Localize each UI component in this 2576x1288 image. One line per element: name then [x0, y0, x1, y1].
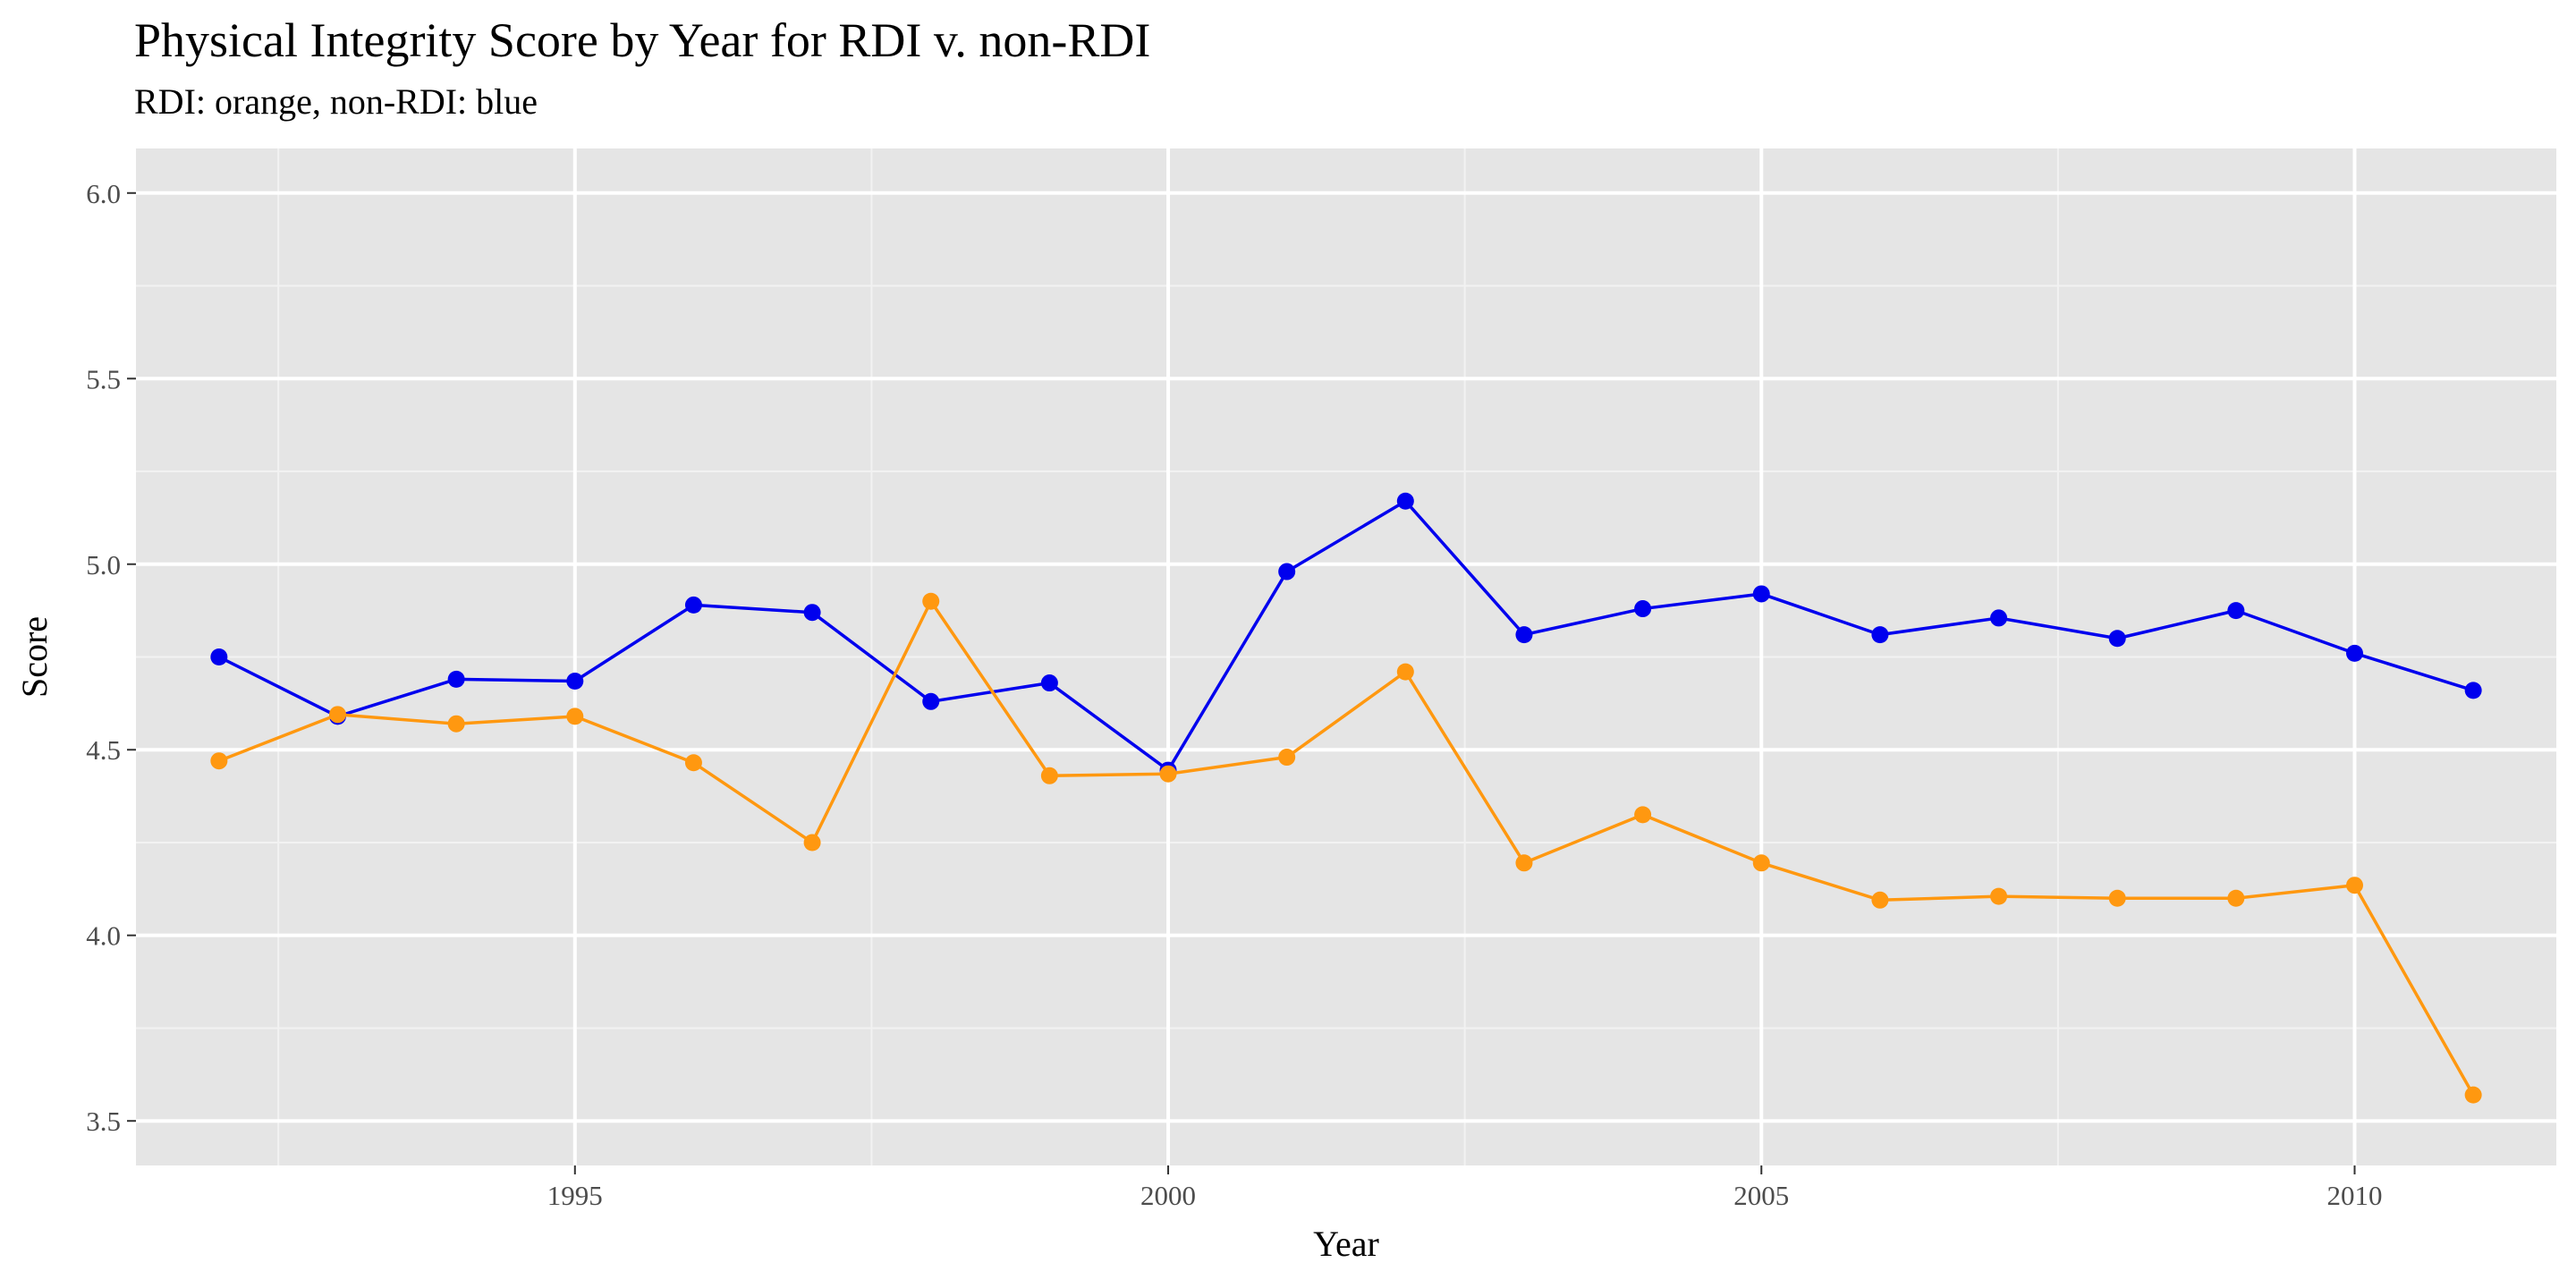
data-point	[1396, 663, 1414, 681]
chart-subtitle: RDI: orange, non-RDI: blue	[134, 81, 538, 122]
data-point	[1159, 765, 1177, 783]
data-point	[684, 754, 702, 772]
x-tick-label: 2010	[2327, 1180, 2383, 1211]
series-line	[218, 599, 2475, 1097]
data-point	[1396, 492, 1414, 510]
data-point	[803, 834, 821, 852]
data-point	[210, 648, 228, 665]
data-point	[1990, 609, 2008, 627]
x-axis-title: Year	[1313, 1224, 1379, 1264]
data-point	[1634, 600, 1652, 618]
series-line	[218, 499, 2474, 772]
data-point	[2464, 682, 2482, 699]
data-point	[329, 706, 346, 724]
chart-title: Physical Integrity Score by Year for RDI…	[134, 13, 1151, 67]
data-point	[922, 592, 940, 610]
y-tick-label: 5.5	[86, 363, 121, 394]
data-point	[1990, 887, 2008, 905]
y-tick-label: 5.0	[86, 549, 121, 580]
data-point	[2346, 644, 2363, 662]
data-point	[447, 715, 465, 733]
data-point	[1040, 767, 1058, 784]
data-point	[922, 692, 940, 710]
data-point	[1871, 891, 1889, 909]
y-tick-label: 6.0	[86, 178, 121, 209]
data-point	[2108, 630, 2126, 648]
y-tick-label: 4.0	[86, 920, 121, 952]
series-2	[210, 592, 2482, 1104]
data-point	[684, 596, 702, 614]
data-point	[1278, 749, 1296, 767]
data-point	[2346, 877, 2363, 894]
data-point	[1515, 854, 1533, 872]
data-point	[566, 672, 584, 690]
data-point	[1040, 674, 1058, 692]
x-tick-label: 2005	[1733, 1180, 1789, 1211]
x-tick-label: 1995	[547, 1180, 603, 1211]
y-tick-label: 3.5	[86, 1106, 121, 1137]
series-1	[210, 492, 2482, 779]
data-point	[2227, 602, 2245, 620]
y-axis-title: Score	[14, 616, 55, 698]
data-point	[1752, 585, 1770, 603]
data-point	[1515, 626, 1533, 644]
data-point	[1752, 854, 1770, 872]
data-point	[1634, 806, 1652, 824]
data-point	[2108, 889, 2126, 907]
series-layer	[210, 492, 2482, 1104]
data-point	[210, 752, 228, 770]
minor-gridlines	[136, 148, 2556, 1165]
data-point	[447, 670, 465, 688]
data-point	[566, 708, 584, 725]
data-point	[803, 604, 821, 622]
data-point	[2464, 1086, 2482, 1104]
data-point	[1871, 626, 1889, 644]
data-point	[1278, 563, 1296, 580]
x-tick-label: 2000	[1140, 1180, 1196, 1211]
y-axis: 3.5 4.0 4.5 5.0 5.5 6.0	[86, 178, 136, 1137]
y-tick-label: 4.5	[86, 734, 121, 766]
data-point	[2227, 889, 2245, 907]
x-axis: 1995 2000 2005 2010	[547, 1165, 2383, 1211]
major-gridlines	[136, 148, 2556, 1165]
